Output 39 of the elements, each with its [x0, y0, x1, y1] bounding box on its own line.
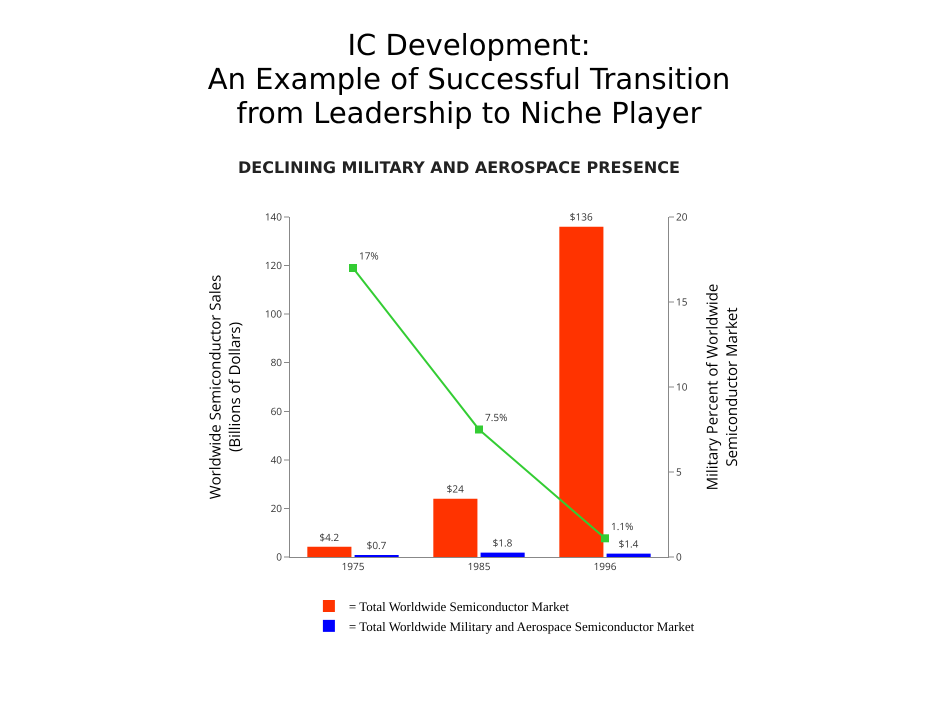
legend-label: = Total Worldwide Military and Aerospace Semiconductor Market: [348, 618, 695, 634]
chart-subtitle: DECLINING MILITARY AND AEROSPACE PRESENCE: [237, 158, 681, 177]
point: [601, 534, 609, 542]
data-label: $4.2: [319, 530, 340, 544]
y-tick-label: 80: [270, 355, 282, 370]
y2-tick-label: 0: [676, 550, 682, 564]
y-tick-label: 20: [270, 500, 282, 515]
data-label: 7.5%: [485, 410, 508, 424]
bar: [307, 546, 352, 557]
data-label: $0.7: [366, 538, 387, 552]
bar: [606, 554, 651, 557]
x-tick-label: 1975: [342, 559, 365, 573]
y-tick-label: 120: [264, 258, 282, 272]
legend-label: = Total Worldwide Semiconductor Market: [348, 599, 570, 614]
y-tick-label: 100: [264, 306, 282, 321]
y-tick-label: 0: [276, 550, 282, 564]
x-tick-label: 1985: [468, 559, 491, 573]
y2-axis-title: Military Percent of Worldwide Semiconductor Market: [702, 284, 742, 490]
y-axis-title: Worldwide Semiconductor Sales (Billions of Dollars): [206, 274, 246, 500]
y-tick-label: 60: [270, 404, 282, 418]
y-tick-label: 40: [270, 452, 282, 466]
data-label: $1.8: [492, 536, 513, 550]
y2-tick-label: 15: [676, 294, 688, 308]
y2-tick-label: 20: [676, 210, 688, 224]
y2-tick-label: 10: [676, 380, 688, 394]
point: [349, 264, 357, 272]
y-tick-label: 140: [264, 210, 282, 224]
data-label: $24: [446, 482, 464, 496]
data-label: 1.1%: [611, 518, 634, 533]
bar: [433, 498, 478, 557]
data-label: $1.4: [618, 536, 639, 551]
data-label: $136: [570, 210, 593, 224]
chart-title: IC Development: An Example of Successful Transition from Leadership to Niche Player: [206, 28, 732, 130]
point: [475, 426, 483, 434]
data-label: 17%: [359, 248, 379, 262]
y2-tick-label: 5: [676, 464, 682, 478]
bar: [480, 552, 525, 557]
x-tick-label: 1996: [594, 559, 617, 573]
bar: [559, 226, 604, 557]
